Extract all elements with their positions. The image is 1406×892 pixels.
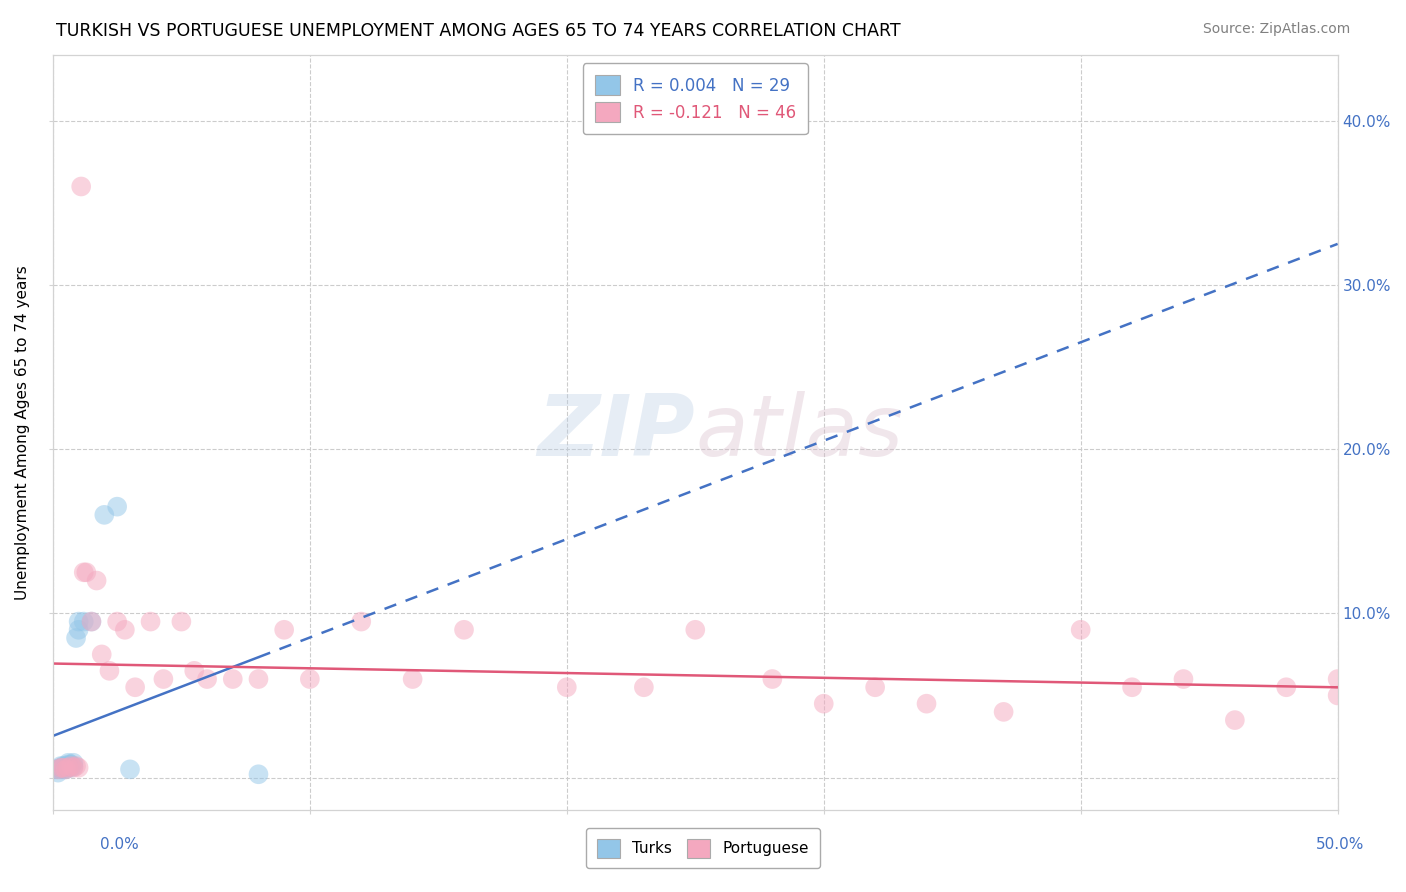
Text: TURKISH VS PORTUGUESE UNEMPLOYMENT AMONG AGES 65 TO 74 YEARS CORRELATION CHART: TURKISH VS PORTUGUESE UNEMPLOYMENT AMONG… bbox=[56, 22, 901, 40]
Point bbox=[401, 672, 423, 686]
Point bbox=[1223, 713, 1246, 727]
Point bbox=[58, 757, 80, 772]
Point bbox=[55, 762, 77, 776]
Point bbox=[1173, 672, 1195, 686]
Point bbox=[52, 759, 75, 773]
Point bbox=[73, 566, 96, 580]
Point bbox=[80, 615, 103, 629]
Text: Source: ZipAtlas.com: Source: ZipAtlas.com bbox=[1202, 22, 1350, 37]
Point bbox=[70, 179, 93, 194]
Text: atlas: atlas bbox=[696, 392, 903, 475]
Point bbox=[65, 631, 87, 645]
Point bbox=[915, 697, 938, 711]
Y-axis label: Unemployment Among Ages 65 to 74 years: Unemployment Among Ages 65 to 74 years bbox=[15, 266, 30, 600]
Point bbox=[105, 500, 128, 514]
Point bbox=[59, 761, 82, 775]
Text: 0.0%: 0.0% bbox=[100, 838, 139, 852]
Point bbox=[1326, 672, 1348, 686]
Point bbox=[247, 767, 270, 781]
Point bbox=[49, 759, 72, 773]
Legend: Turks, Portuguese: Turks, Portuguese bbox=[586, 829, 820, 868]
Point bbox=[813, 697, 835, 711]
Point bbox=[46, 762, 69, 776]
Point bbox=[124, 680, 146, 694]
Point bbox=[58, 761, 80, 775]
Point bbox=[62, 756, 84, 770]
Point bbox=[170, 615, 193, 629]
Legend: R = 0.004   N = 29, R = -0.121   N = 46: R = 0.004 N = 29, R = -0.121 N = 46 bbox=[583, 63, 807, 134]
Point bbox=[59, 759, 82, 773]
Point bbox=[44, 762, 66, 776]
Point bbox=[139, 615, 162, 629]
Point bbox=[90, 648, 112, 662]
Point bbox=[55, 762, 77, 776]
Point bbox=[49, 762, 72, 776]
Point bbox=[80, 615, 103, 629]
Point bbox=[633, 680, 655, 694]
Point bbox=[863, 680, 886, 694]
Point bbox=[49, 761, 72, 775]
Point bbox=[247, 672, 270, 686]
Text: 50.0%: 50.0% bbox=[1316, 838, 1364, 852]
Point bbox=[58, 759, 80, 773]
Point bbox=[298, 672, 321, 686]
Point bbox=[98, 664, 121, 678]
Point bbox=[183, 664, 205, 678]
Point bbox=[1121, 680, 1143, 694]
Text: ZIP: ZIP bbox=[537, 392, 696, 475]
Point bbox=[195, 672, 218, 686]
Point bbox=[1326, 689, 1348, 703]
Point bbox=[55, 761, 77, 775]
Point bbox=[222, 672, 245, 686]
Point bbox=[49, 761, 72, 775]
Point bbox=[685, 623, 707, 637]
Point bbox=[52, 761, 75, 775]
Point bbox=[105, 615, 128, 629]
Point bbox=[58, 761, 80, 775]
Point bbox=[1070, 623, 1092, 637]
Point bbox=[114, 623, 136, 637]
Point bbox=[1275, 680, 1298, 694]
Point bbox=[59, 757, 82, 772]
Point bbox=[993, 705, 1015, 719]
Point bbox=[350, 615, 373, 629]
Point bbox=[75, 566, 97, 580]
Point bbox=[273, 623, 295, 637]
Point bbox=[65, 759, 87, 773]
Point bbox=[46, 765, 69, 780]
Point bbox=[62, 761, 84, 775]
Point bbox=[93, 508, 115, 522]
Point bbox=[86, 574, 108, 588]
Point bbox=[67, 623, 90, 637]
Point bbox=[67, 615, 90, 629]
Point bbox=[55, 759, 77, 773]
Point bbox=[555, 680, 578, 694]
Point bbox=[118, 762, 141, 776]
Point bbox=[46, 762, 69, 776]
Point bbox=[67, 761, 90, 775]
Point bbox=[453, 623, 475, 637]
Point bbox=[73, 615, 96, 629]
Point bbox=[58, 756, 80, 770]
Point bbox=[52, 762, 75, 776]
Point bbox=[52, 761, 75, 775]
Point bbox=[152, 672, 174, 686]
Point bbox=[62, 759, 84, 773]
Point bbox=[761, 672, 783, 686]
